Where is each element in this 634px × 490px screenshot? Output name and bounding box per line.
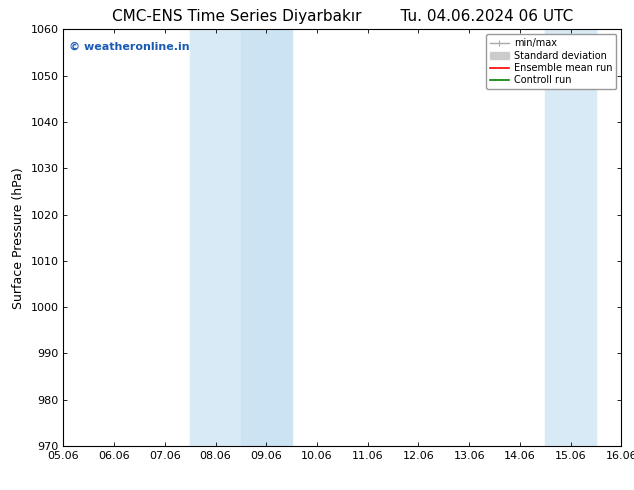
Bar — [190, 29, 241, 446]
Y-axis label: Surface Pressure (hPa): Surface Pressure (hPa) — [12, 167, 25, 309]
Bar — [241, 29, 292, 446]
Title: CMC-ENS Time Series Diyarbakır        Tu. 04.06.2024 06 UTC: CMC-ENS Time Series Diyarbakır Tu. 04.06… — [112, 9, 573, 24]
Text: © weatheronline.in: © weatheronline.in — [69, 42, 190, 52]
Bar — [545, 29, 596, 446]
Legend: min/max, Standard deviation, Ensemble mean run, Controll run: min/max, Standard deviation, Ensemble me… — [486, 34, 616, 89]
